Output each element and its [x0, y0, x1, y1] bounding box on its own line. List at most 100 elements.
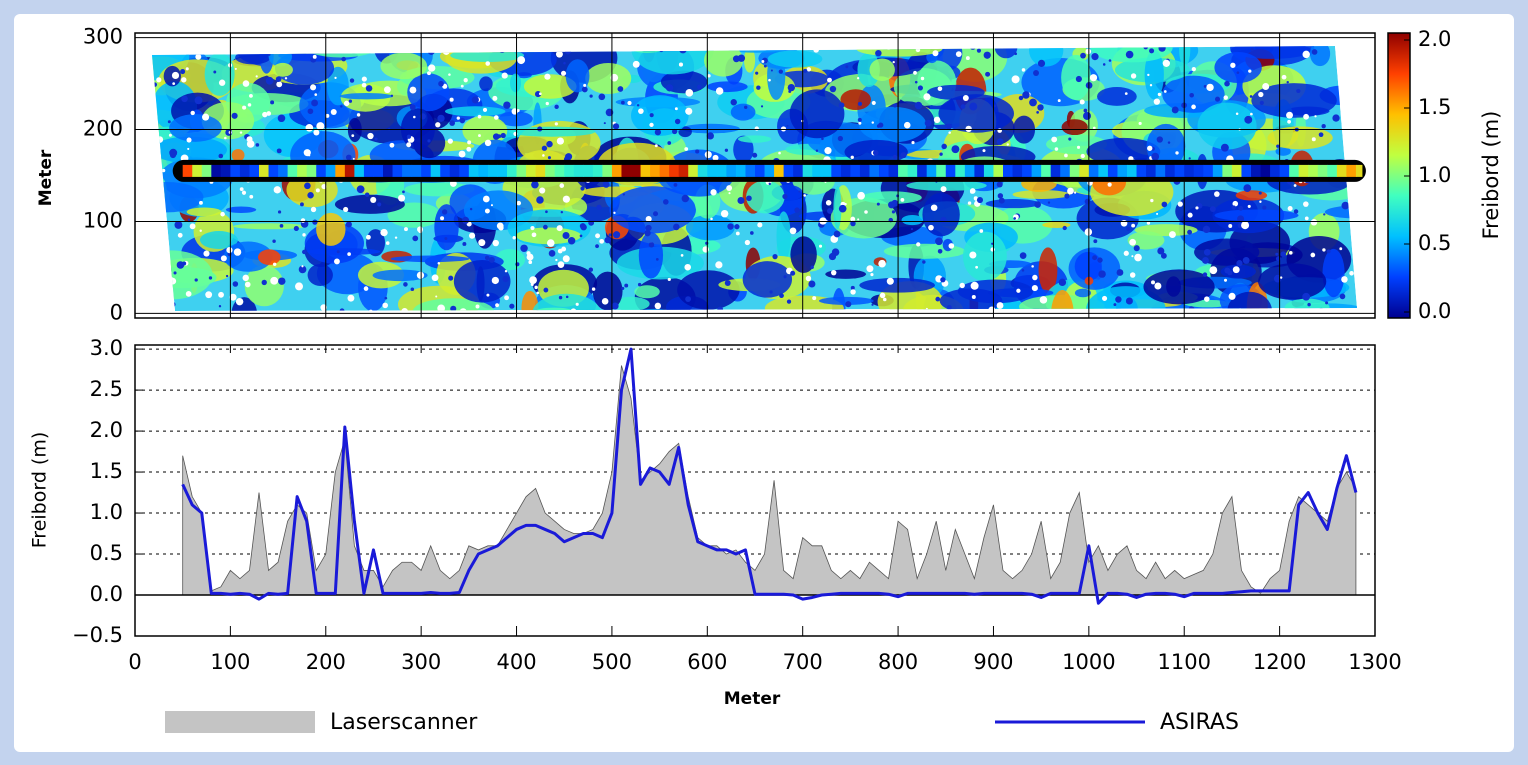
map-texture	[969, 188, 976, 194]
map-texture	[850, 285, 855, 290]
map-texture	[1220, 143, 1229, 152]
map-texture	[971, 295, 976, 300]
map-texture	[1228, 292, 1236, 300]
map-texture	[534, 285, 538, 290]
map-texture	[684, 263, 691, 271]
map-texture	[595, 233, 601, 239]
map-texture	[1161, 201, 1168, 208]
map-texture	[1031, 285, 1038, 292]
map-texture	[649, 113, 654, 118]
map-texture	[845, 65, 849, 69]
map-texture	[312, 219, 318, 225]
map-texture	[1074, 251, 1102, 281]
y-tick-label: 2.5	[90, 377, 123, 401]
map-texture	[389, 142, 395, 148]
track-cell	[879, 164, 890, 177]
map-texture	[1341, 201, 1350, 210]
map-texture	[827, 77, 832, 83]
map-texture	[1085, 48, 1092, 55]
map-texture	[654, 144, 658, 148]
map-texture	[780, 126, 787, 132]
map-texture	[310, 84, 317, 91]
map-texture	[589, 94, 593, 98]
map-texture	[343, 206, 349, 213]
map-texture	[601, 298, 609, 305]
track-cell	[287, 164, 298, 177]
map-texture	[556, 225, 563, 232]
map-texture	[1067, 187, 1074, 195]
colorbar-tick-label: 0.0	[1418, 299, 1451, 323]
map-texture	[570, 308, 577, 311]
map-texture	[857, 191, 865, 200]
map-texture	[428, 64, 436, 72]
track-cell	[259, 164, 270, 177]
map-texture	[544, 73, 551, 80]
map-texture	[493, 115, 499, 120]
map-texture	[1302, 50, 1310, 59]
map-texture	[678, 126, 692, 138]
map-texture	[776, 211, 791, 262]
map-texture	[1029, 98, 1037, 107]
map-texture	[257, 249, 281, 265]
map-texture	[806, 67, 812, 72]
map-texture	[960, 104, 966, 109]
track-cell	[1317, 164, 1328, 177]
track-cell	[526, 164, 537, 177]
map-texture	[575, 302, 579, 306]
track-cell	[1298, 164, 1309, 177]
map-texture	[270, 276, 279, 285]
map-texture	[1022, 91, 1030, 99]
track-cell	[344, 164, 355, 177]
map-texture	[419, 113, 426, 120]
map-texture	[545, 101, 549, 106]
track-cell	[602, 164, 613, 177]
map-texture	[532, 293, 601, 311]
map-texture	[1126, 226, 1131, 232]
map-texture	[997, 193, 1004, 199]
track-cell	[507, 164, 518, 177]
map-texture	[946, 305, 952, 310]
map-texture	[1214, 191, 1220, 197]
map-texture	[1058, 278, 1067, 287]
map-texture	[1262, 82, 1270, 90]
map-texture	[654, 129, 661, 136]
map-texture	[938, 94, 1014, 133]
track-cell	[993, 164, 1004, 177]
map-texture	[380, 228, 388, 237]
map-texture	[477, 114, 482, 119]
track-cell	[440, 164, 451, 177]
track-cell	[1251, 164, 1262, 177]
map-texture	[565, 59, 590, 93]
legend-swatch-area	[165, 711, 315, 733]
map-texture	[558, 295, 563, 300]
map-texture	[779, 293, 784, 299]
map-texture	[444, 237, 448, 241]
map-texture	[856, 77, 860, 80]
map-texture	[169, 148, 178, 157]
track-cell	[1260, 164, 1271, 177]
map-texture	[805, 275, 812, 282]
map-texture	[563, 61, 566, 65]
map-texture	[516, 227, 582, 245]
map-texture	[1076, 145, 1081, 149]
map-texture	[579, 234, 583, 238]
map-texture	[680, 254, 684, 257]
track-cell	[640, 164, 651, 177]
map-texture	[733, 135, 754, 164]
map-texture	[818, 296, 874, 305]
track-cell	[726, 164, 737, 177]
map-texture	[562, 255, 570, 263]
map-texture	[1259, 100, 1264, 105]
track-cell	[783, 164, 794, 177]
map-texture	[431, 274, 439, 282]
map-texture	[1171, 106, 1179, 114]
map-texture	[840, 89, 872, 111]
map-texture	[608, 233, 612, 237]
map-texture	[406, 142, 412, 148]
map-texture	[490, 204, 493, 207]
map-texture	[1204, 296, 1210, 302]
map-texture	[1129, 238, 1137, 246]
map-texture	[1223, 95, 1228, 100]
map-texture	[450, 305, 457, 311]
track-cell	[1231, 164, 1242, 177]
